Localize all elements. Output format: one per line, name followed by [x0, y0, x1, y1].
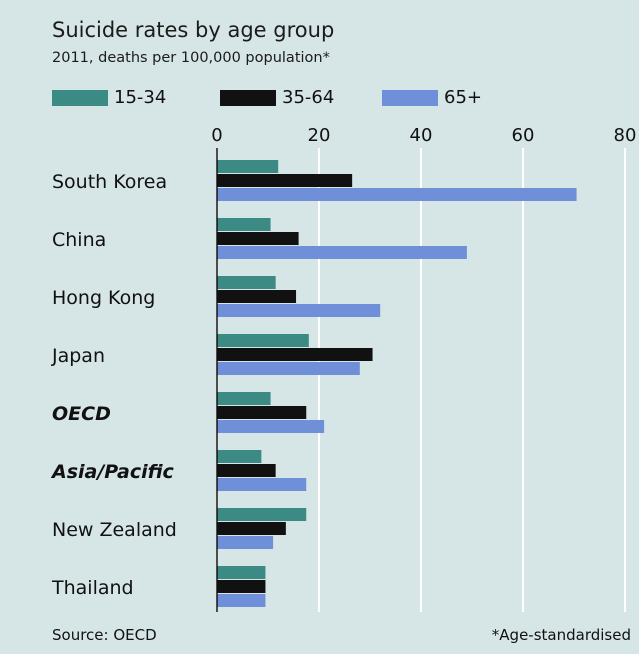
bar-china-35-64: [217, 232, 299, 245]
chart-subtitle: 2011, deaths per 100,000 population*: [52, 50, 330, 66]
footnote: *Age-standardised: [491, 626, 631, 644]
legend-label-15-34: 15-34: [114, 87, 167, 108]
category-label-thailand: Thailand: [51, 577, 134, 599]
x-tick-label-20: 20: [308, 125, 331, 146]
category-label-asia-pacific: Asia/Pacific: [50, 461, 175, 483]
x-tick-label-0: 0: [211, 125, 222, 146]
legend-swatch-65-plus: [382, 90, 438, 106]
bar-asia-pacific-35-64: [217, 464, 276, 477]
bar-thailand-15-34: [217, 566, 266, 579]
bar-hong-kong-15-34: [217, 276, 276, 289]
legend-label-35-64: 35-64: [282, 87, 335, 108]
bar-south-korea-15-34: [217, 160, 279, 173]
bar-japan-35-64: [217, 348, 373, 361]
bar-oecd-15-34: [217, 392, 271, 405]
bar-japan-65plus: [217, 362, 360, 375]
category-label-oecd: OECD: [52, 403, 111, 425]
category-label-hong-kong: Hong Kong: [52, 287, 155, 309]
bar-south-korea-65plus: [217, 188, 577, 201]
category-label-south-korea: South Korea: [52, 171, 167, 193]
bar-new-zealand-15-34: [217, 508, 307, 521]
legend: 15-34 35-64 65+: [52, 87, 632, 109]
bar-south-korea-35-64: [217, 174, 353, 187]
bar-oecd-65plus: [217, 420, 325, 433]
x-tick-label-80: 80: [614, 125, 637, 146]
bar-hong-kong-65plus: [217, 304, 381, 317]
source-note: Source: OECD: [52, 626, 157, 644]
bar-china-15-34: [217, 218, 271, 231]
legend-label-65-plus: 65+: [444, 87, 482, 108]
category-label-china: China: [52, 229, 106, 251]
legend-swatch-15-34: [52, 90, 108, 106]
category-label-japan: Japan: [51, 345, 105, 367]
bar-thailand-35-64: [217, 580, 266, 593]
category-label-new-zealand: New Zealand: [52, 519, 177, 541]
bar-oecd-35-64: [217, 406, 307, 419]
bar-asia-pacific-65plus: [217, 478, 307, 491]
chart-title: Suicide rates by age group: [52, 18, 335, 42]
bar-thailand-65plus: [217, 594, 266, 607]
legend-swatch-35-64: [220, 90, 276, 106]
bar-hong-kong-35-64: [217, 290, 297, 303]
x-tick-label-40: 40: [410, 125, 433, 146]
bar-japan-15-34: [217, 334, 309, 347]
bar-new-zealand-65plus: [217, 536, 274, 549]
bar-china-65plus: [217, 246, 467, 259]
x-tick-label-60: 60: [512, 125, 535, 146]
bar-asia-pacific-15-34: [217, 450, 262, 463]
bar-new-zealand-35-64: [217, 522, 286, 535]
